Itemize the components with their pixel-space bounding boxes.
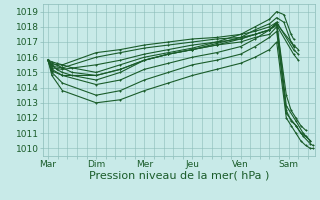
X-axis label: Pression niveau de la mer( hPa ): Pression niveau de la mer( hPa ) <box>89 171 269 181</box>
